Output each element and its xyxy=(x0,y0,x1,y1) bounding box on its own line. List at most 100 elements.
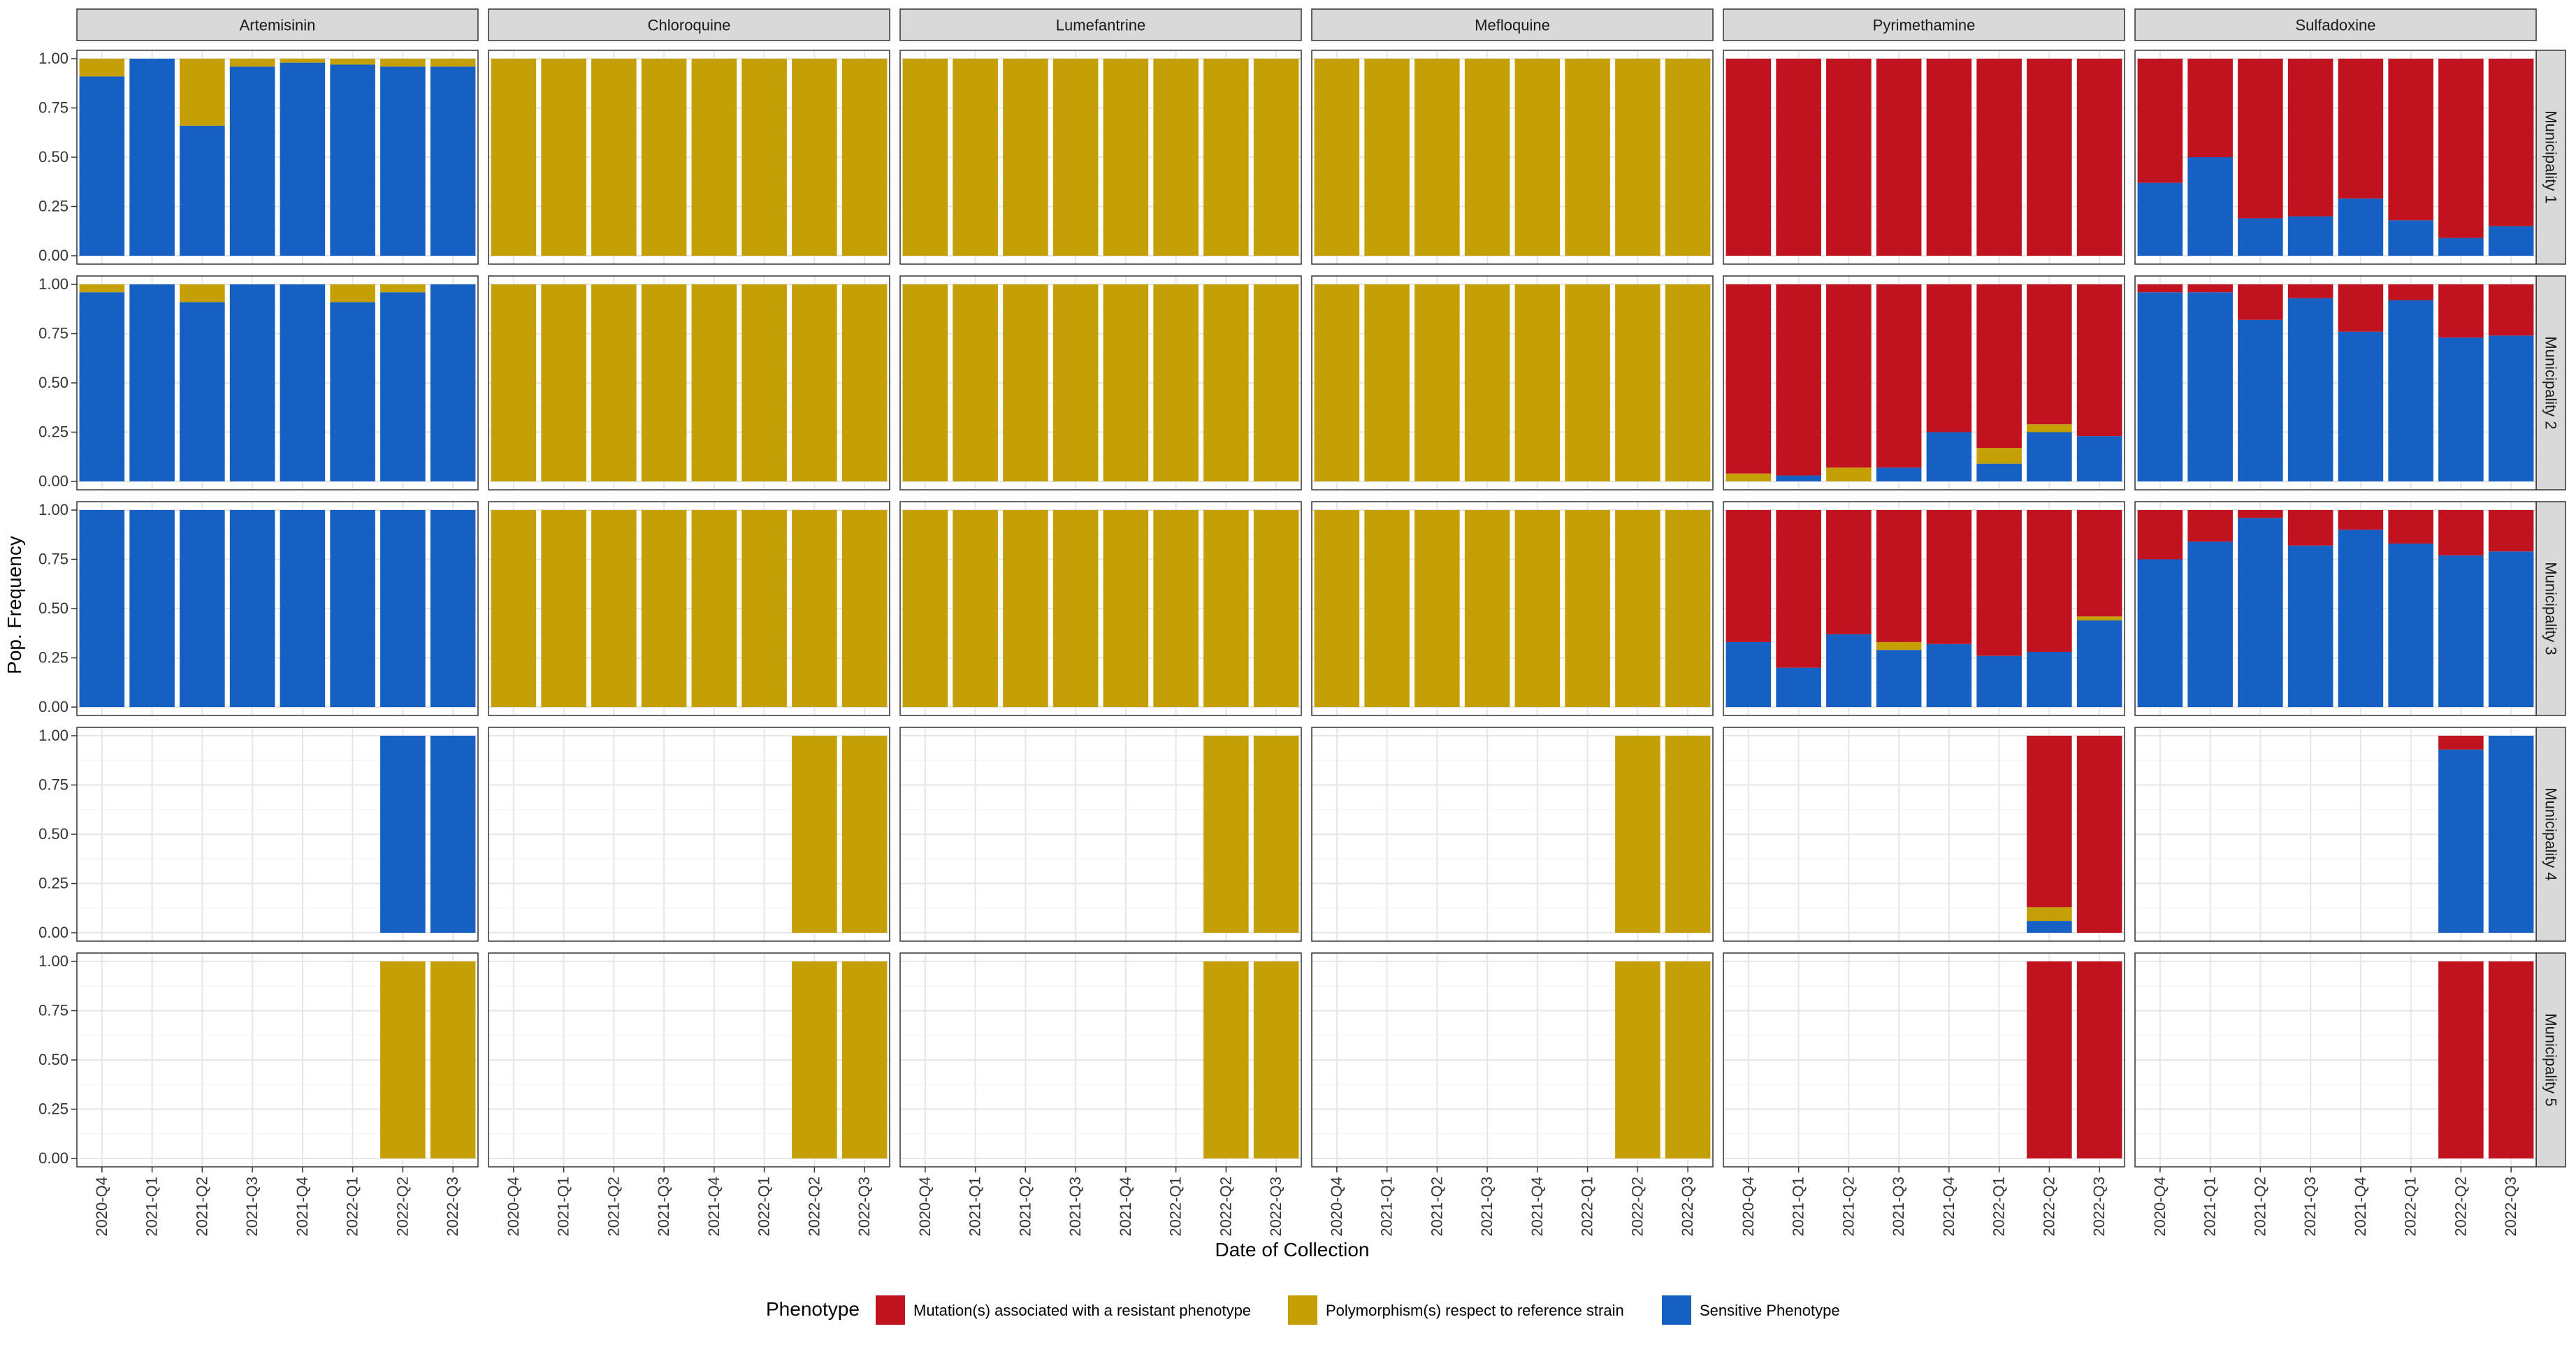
bar-municipality-3-artemisinin-2021-Q3-sensitive xyxy=(229,510,275,707)
bar-municipality-1-sulfadoxine-2021-Q2-resistant xyxy=(2238,59,2283,219)
bar-municipality-4-mefloquine-2022-Q3-polymorphism xyxy=(1665,736,1711,933)
bar-municipality-3-sulfadoxine-2020-Q4-sensitive xyxy=(2137,559,2183,707)
bar-municipality-2-mefloquine-2022-Q1-polymorphism xyxy=(1565,284,1610,481)
bar-municipality-2-artemisinin-2021-Q2-polymorphism xyxy=(180,284,225,303)
x-tick-label: 2021-Q2 xyxy=(193,1177,210,1237)
panel-border xyxy=(488,952,890,1168)
bar-municipality-1-pyrimethamine-2022-Q1-resistant xyxy=(1976,59,2022,256)
bar-municipality-3-mefloquine-2022-Q3-polymorphism xyxy=(1665,510,1711,707)
bar-municipality-1-pyrimethamine-2021-Q3-resistant xyxy=(1876,59,1922,256)
x-tick-label: 2022-Q2 xyxy=(393,1177,411,1237)
bar-municipality-2-lumefantrine-2022-Q1-polymorphism xyxy=(1153,284,1199,481)
bar-municipality-1-lumefantrine-2021-Q1-polymorphism xyxy=(953,59,998,256)
bar-municipality-1-sulfadoxine-2020-Q4-sensitive xyxy=(2137,182,2183,256)
bar-municipality-3-lumefantrine-2021-Q3-polymorphism xyxy=(1052,510,1099,707)
panel-border xyxy=(488,727,890,942)
x-tick-label: 2021-Q1 xyxy=(1378,1177,1396,1237)
y-tick-label: 0.25 xyxy=(38,423,68,441)
bar-municipality-1-sulfadoxine-2021-Q2-sensitive xyxy=(2238,218,2283,256)
bar-municipality-3-pyrimethamine-2022-Q3-sensitive xyxy=(2076,620,2122,707)
bar-municipality-3-sulfadoxine-2021-Q1-sensitive xyxy=(2187,541,2233,707)
bar-municipality-4-sulfadoxine-2022-Q2-sensitive xyxy=(2438,749,2484,933)
bar-municipality-5-sulfadoxine-2022-Q3-resistant xyxy=(2488,961,2534,1158)
y-tick-label: 0.50 xyxy=(38,374,68,391)
bar-municipality-3-lumefantrine-2020-Q4-polymorphism xyxy=(902,510,948,707)
panel-border xyxy=(1311,952,1714,1168)
bar-municipality-2-chloroquine-2021-Q3-polymorphism xyxy=(641,284,687,481)
bar-municipality-2-pyrimethamine-2022-Q2-polymorphism xyxy=(2027,424,2072,432)
x-tick-label: 2021-Q2 xyxy=(1839,1177,1857,1237)
y-tick-label: 1.00 xyxy=(38,50,68,67)
x-tick-label: 2021-Q4 xyxy=(2352,1177,2369,1237)
facet-label-municipality-5: Municipality 5 xyxy=(2542,1013,2560,1106)
bar-municipality-3-sulfadoxine-2021-Q3-resistant xyxy=(2287,510,2333,546)
x-tick-label: 2020-Q4 xyxy=(505,1177,522,1237)
x-tick-label: 2021-Q3 xyxy=(1478,1177,1496,1237)
y-tick-label: 0.75 xyxy=(38,325,68,342)
bar-municipality-2-sulfadoxine-2022-Q2-resistant xyxy=(2438,284,2484,338)
x-tick-label: 2020-Q4 xyxy=(916,1177,934,1237)
bar-municipality-2-chloroquine-2021-Q1-polymorphism xyxy=(541,284,586,481)
bar-municipality-2-lumefantrine-2022-Q2-polymorphism xyxy=(1203,284,1249,481)
panel-border xyxy=(899,275,1302,490)
bar-municipality-1-sulfadoxine-2022-Q1-sensitive xyxy=(2388,220,2433,256)
bar-municipality-1-chloroquine-2022-Q3-polymorphism xyxy=(841,59,888,256)
bar-municipality-3-pyrimethamine-2021-Q3-resistant xyxy=(1876,510,1922,642)
bar-municipality-5-lumefantrine-2022-Q3-polymorphism xyxy=(1253,961,1299,1158)
facet-strip-sulfadoxine xyxy=(2134,8,2537,41)
legend-swatch-polymorphism xyxy=(1288,1295,1317,1325)
x-tick-label: 2022-Q1 xyxy=(2402,1177,2419,1237)
panel-border xyxy=(488,275,890,490)
x-tick-label: 2020-Q4 xyxy=(1739,1177,1757,1237)
bar-municipality-1-artemisinin-2021-Q3-polymorphism xyxy=(229,59,275,67)
facet-label-pyrimethamine: Pyrimethamine xyxy=(1873,17,1976,34)
bar-municipality-2-pyrimethamine-2021-Q2-polymorphism xyxy=(1826,467,1872,481)
bar-municipality-3-chloroquine-2022-Q2-polymorphism xyxy=(792,510,837,707)
bar-municipality-2-pyrimethamine-2021-Q1-sensitive xyxy=(1776,475,1821,481)
bar-municipality-1-mefloquine-2021-Q3-polymorphism xyxy=(1464,59,1510,256)
bar-municipality-2-pyrimethamine-2022-Q3-resistant xyxy=(2076,284,2122,437)
bar-municipality-1-chloroquine-2021-Q4-polymorphism xyxy=(691,59,737,256)
bar-municipality-2-lumefantrine-2021-Q3-polymorphism xyxy=(1052,284,1099,481)
legend-label-resistant: Mutation(s) associated with a resistant … xyxy=(913,1302,1251,1319)
bar-municipality-1-mefloquine-2022-Q2-polymorphism xyxy=(1615,59,1660,256)
bar-municipality-3-sulfadoxine-2021-Q1-resistant xyxy=(2187,510,2233,542)
x-tick-label: 2022-Q3 xyxy=(2090,1177,2108,1237)
bar-municipality-3-pyrimethamine-2022-Q3-resistant xyxy=(2076,510,2122,617)
bar-municipality-1-lumefantrine-2020-Q4-polymorphism xyxy=(902,59,948,256)
x-tick-label: 2020-Q4 xyxy=(93,1177,110,1237)
bar-municipality-2-pyrimethamine-2022-Q3-sensitive xyxy=(2076,436,2122,481)
bar-municipality-3-chloroquine-2021-Q3-polymorphism xyxy=(641,510,687,707)
facet-label-artemisinin: Artemisinin xyxy=(240,17,316,34)
bar-municipality-3-pyrimethamine-2020-Q4-resistant xyxy=(1725,510,1772,642)
bar-municipality-3-pyrimethamine-2022-Q2-resistant xyxy=(2027,510,2072,653)
bar-municipality-3-mefloquine-2021-Q2-polymorphism xyxy=(1414,510,1460,707)
bar-municipality-2-mefloquine-2021-Q1-polymorphism xyxy=(1364,284,1410,481)
bar-municipality-2-mefloquine-2022-Q3-polymorphism xyxy=(1665,284,1711,481)
bar-municipality-1-mefloquine-2022-Q3-polymorphism xyxy=(1665,59,1711,256)
bar-municipality-1-pyrimethamine-2020-Q4-resistant xyxy=(1725,59,1772,256)
legend-label-sensitive: Sensitive Phenotype xyxy=(1700,1302,1840,1319)
bar-municipality-1-artemisinin-2021-Q2-sensitive xyxy=(180,125,225,256)
bar-municipality-2-lumefantrine-2021-Q1-polymorphism xyxy=(953,284,998,481)
bar-municipality-3-pyrimethamine-2021-Q2-sensitive xyxy=(1826,634,1872,707)
facet-strip-municipality-5 xyxy=(2535,952,2566,1168)
bar-municipality-1-artemisinin-2020-Q4-sensitive xyxy=(79,76,125,256)
facet-strip-artemisinin xyxy=(76,8,479,41)
bar-municipality-4-sulfadoxine-2022-Q3-sensitive xyxy=(2488,736,2534,933)
bar-municipality-3-mefloquine-2020-Q4-polymorphism xyxy=(1314,510,1360,707)
bar-municipality-3-pyrimethamine-2021-Q2-resistant xyxy=(1826,510,1872,634)
bar-municipality-2-sulfadoxine-2021-Q3-sensitive xyxy=(2287,298,2333,481)
facet-label-sulfadoxine: Sulfadoxine xyxy=(2296,17,2376,34)
bar-municipality-2-artemisinin-2022-Q2-sensitive xyxy=(380,292,426,481)
y-tick-label: 0.50 xyxy=(38,148,68,166)
bar-municipality-1-pyrimethamine-2022-Q3-resistant xyxy=(2076,59,2122,256)
bar-municipality-1-pyrimethamine-2021-Q2-resistant xyxy=(1826,59,1872,256)
x-tick-label: 2022-Q2 xyxy=(1217,1177,1234,1237)
facet-label-mefloquine: Mefloquine xyxy=(1475,17,1550,34)
bar-municipality-2-sulfadoxine-2020-Q4-resistant xyxy=(2137,284,2183,293)
bar-municipality-1-artemisinin-2022-Q3-sensitive xyxy=(430,66,476,256)
bar-municipality-2-sulfadoxine-2022-Q3-sensitive xyxy=(2488,335,2534,481)
y-tick-label: 1.00 xyxy=(38,952,68,970)
y-tick-label: 0.75 xyxy=(38,551,68,568)
